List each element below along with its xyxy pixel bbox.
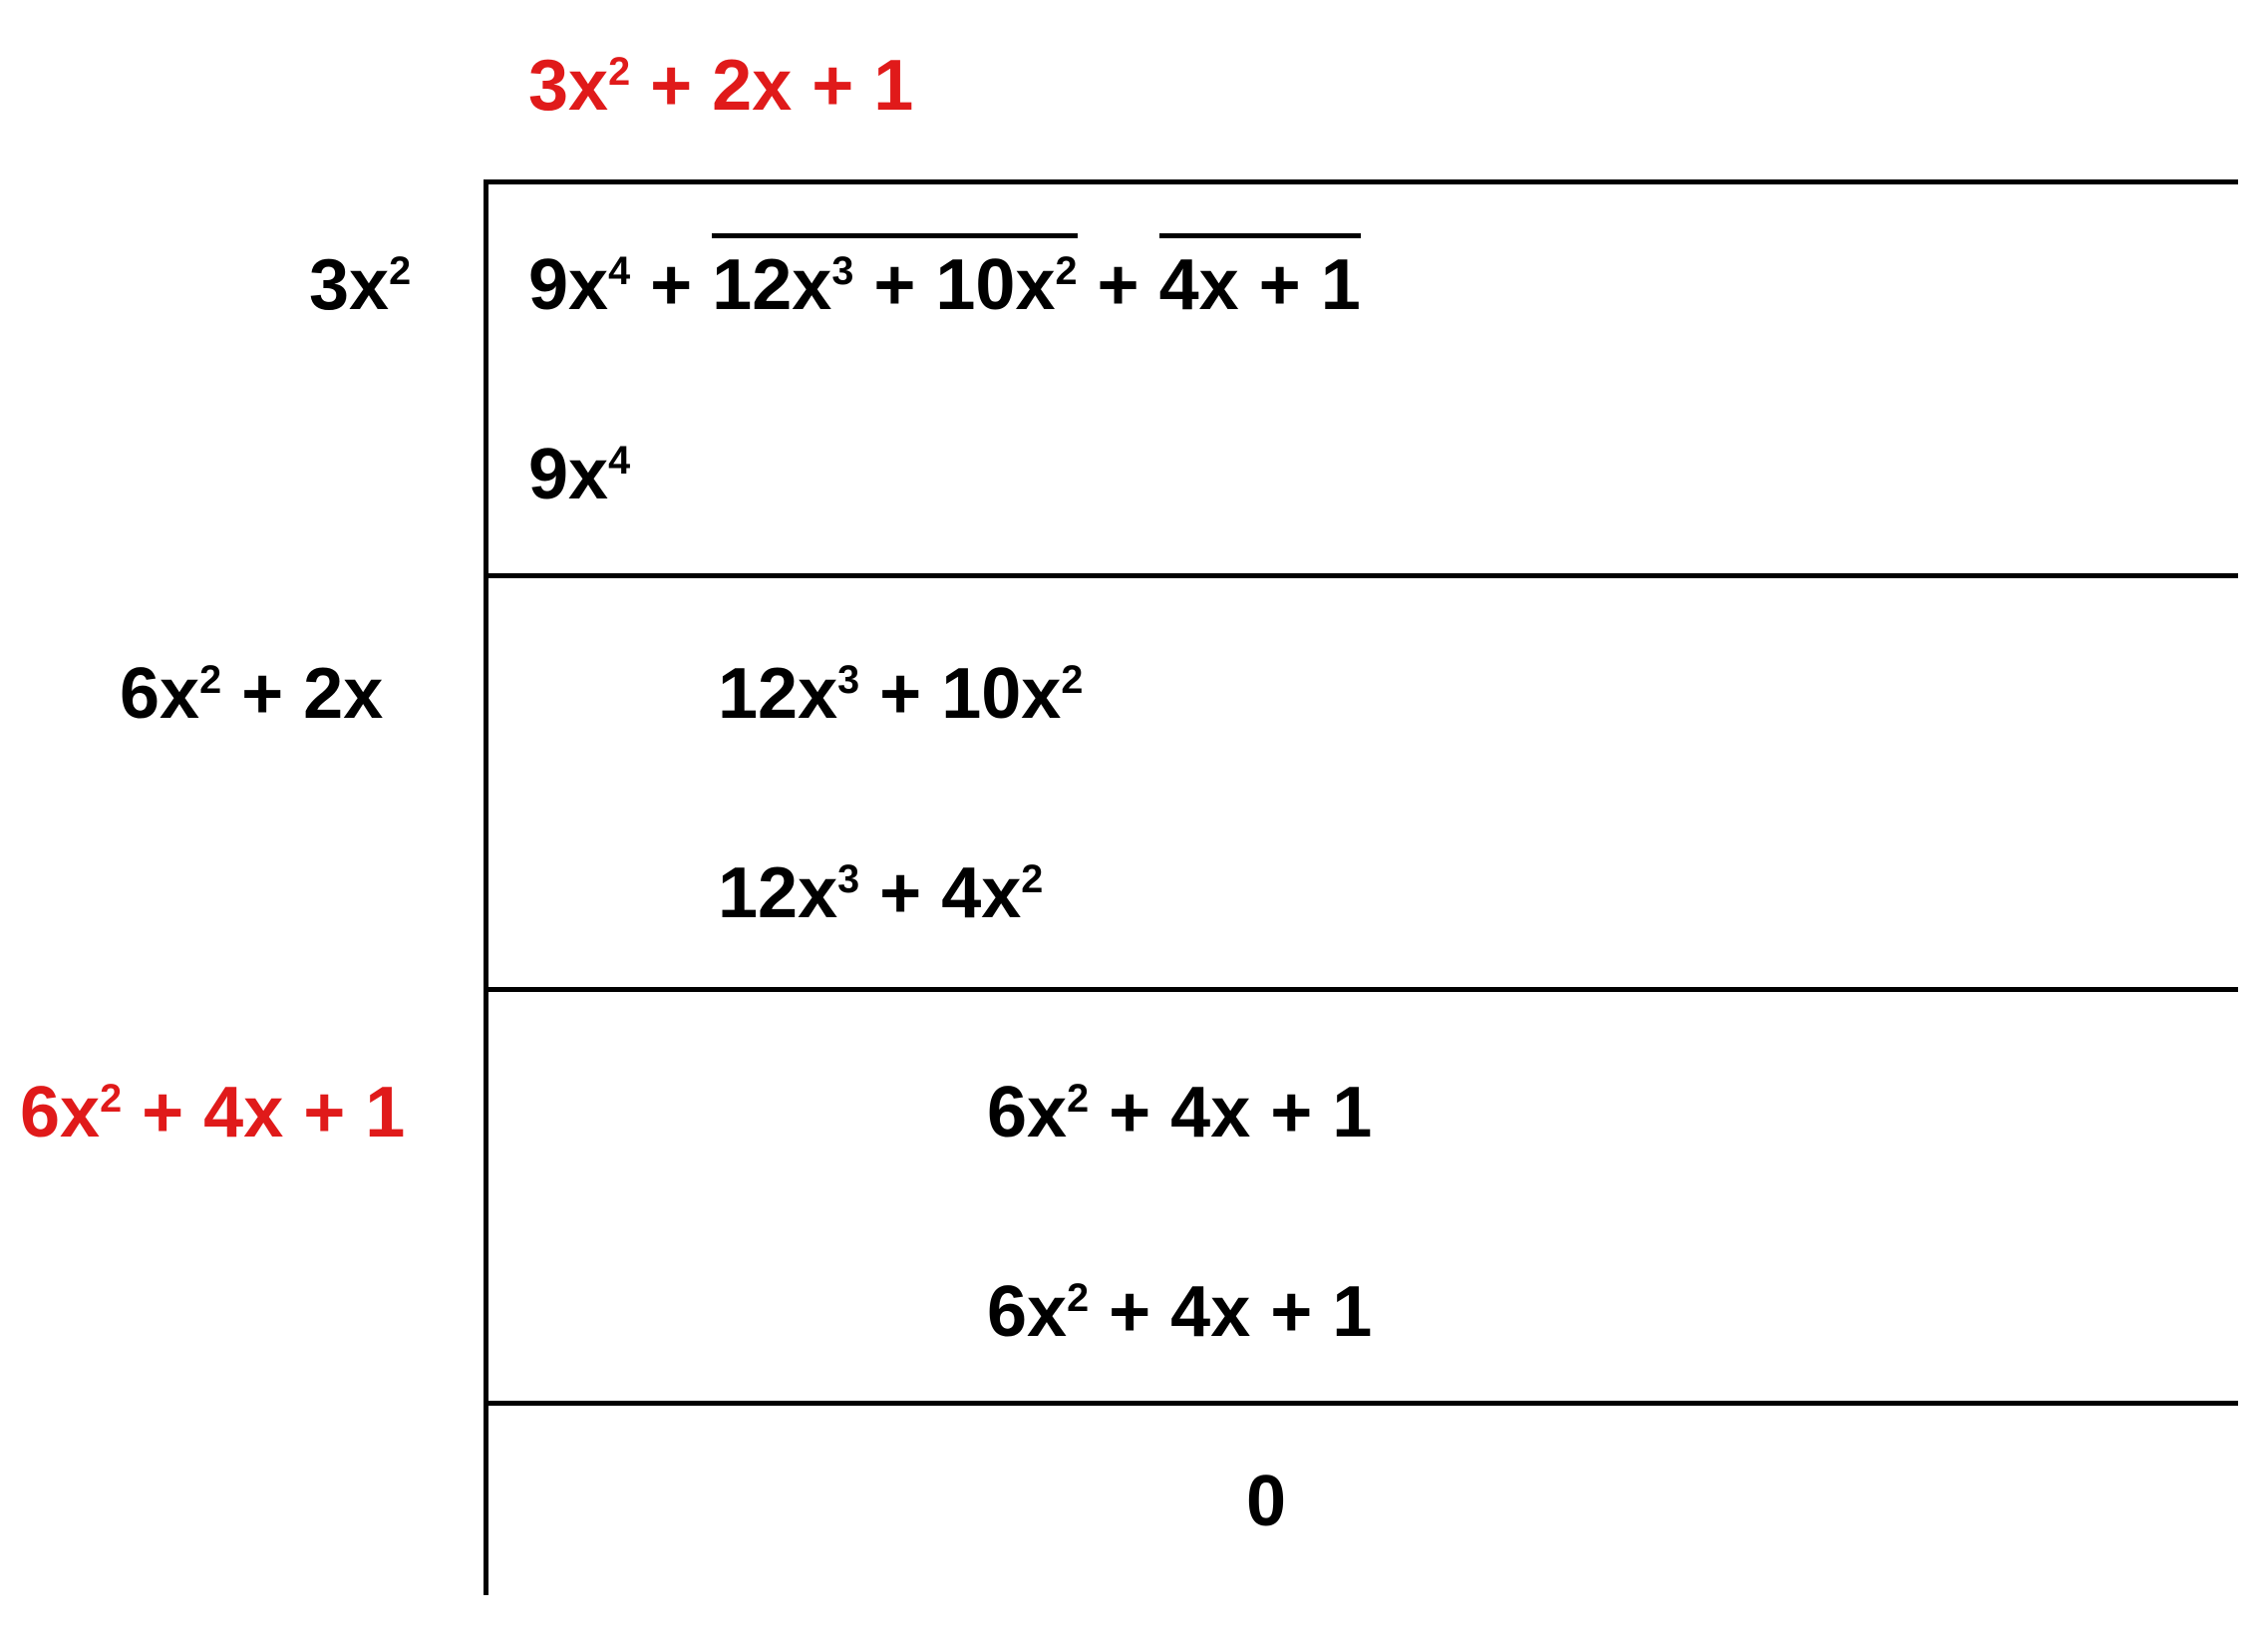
divisor-row-3: 6x2 + 4x + 1 bbox=[20, 1077, 405, 1148]
work-row-4: 6x2 + 4x + 1 bbox=[987, 1077, 1372, 1148]
horizontal-rule-1 bbox=[484, 179, 2238, 184]
work-row-5: 6x2 + 4x + 1 bbox=[987, 1276, 1372, 1348]
horizontal-rule-4 bbox=[484, 1401, 2238, 1406]
remainder-row: 0 bbox=[1246, 1466, 1286, 1537]
work-row-2: 12x3 + 10x2 bbox=[718, 658, 1083, 730]
horizontal-rule-3 bbox=[484, 987, 2238, 992]
vertical-rule bbox=[484, 179, 488, 1595]
work-row-1: 9x4 bbox=[528, 439, 630, 510]
horizontal-rule-2 bbox=[484, 573, 2238, 578]
dividend-row: 9x4 + 12x3 + 10x2 + 4x + 1 bbox=[528, 249, 1361, 321]
divisor-row-1: 3x2 bbox=[309, 249, 411, 321]
quotient: 3x2 + 2x + 1 bbox=[528, 50, 913, 122]
work-row-3: 12x3 + 4x2 bbox=[718, 857, 1043, 929]
divisor-row-2: 6x2 + 2x bbox=[120, 658, 383, 730]
